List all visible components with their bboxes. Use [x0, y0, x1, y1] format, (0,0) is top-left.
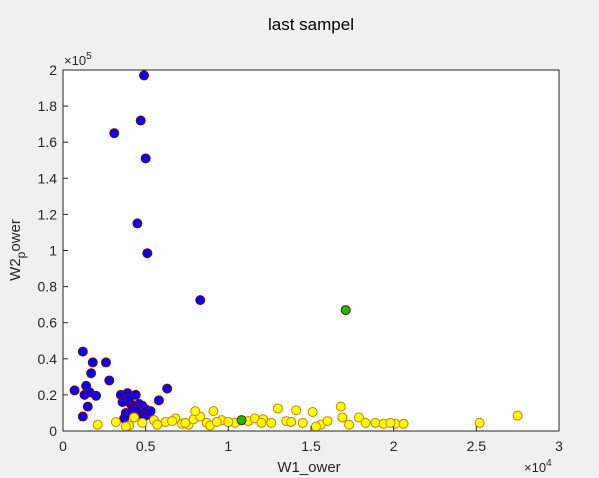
point-yellow [190, 406, 201, 417]
point-yellow [129, 412, 140, 423]
point-yellow [353, 412, 364, 423]
y-tick-label: 0.4 [38, 351, 58, 367]
x-tick-label: 2.5 [467, 438, 487, 454]
point-yellow [266, 417, 277, 428]
point-yellow [291, 405, 302, 416]
point-blue [82, 401, 93, 412]
point-yellow [385, 417, 396, 428]
point-yellow [398, 418, 409, 429]
point-yellow [208, 406, 219, 417]
point-yellow [152, 419, 163, 430]
y-tick-label: 1 [49, 243, 57, 259]
point-blue [145, 406, 156, 417]
point-yellow [307, 407, 318, 418]
x-multiplier-base: ×10 [524, 460, 546, 475]
point-blue [139, 70, 150, 81]
point-yellow [370, 417, 381, 428]
point-green [340, 305, 351, 316]
point-yellow [211, 416, 222, 427]
y-tick-label: 2 [49, 62, 57, 78]
point-blue [87, 357, 98, 368]
point-yellow [344, 419, 355, 430]
x-tick-label: 3 [555, 438, 563, 454]
point-yellow [337, 412, 348, 423]
x-tick-label: 1.5 [301, 438, 321, 454]
x-tick-label: 0 [59, 438, 67, 454]
y-multiplier: ×105 [64, 51, 92, 68]
x-tick-label: 1 [224, 438, 232, 454]
point-blue [77, 411, 88, 422]
chart-title: last sampel [268, 15, 354, 34]
y-axis-label-base: W2 [7, 258, 24, 281]
point-yellow [360, 417, 371, 428]
point-green [236, 415, 247, 426]
y-tick-label: 1.4 [38, 170, 58, 186]
point-yellow [223, 416, 234, 427]
point-yellow [92, 419, 103, 430]
point-blue [195, 295, 206, 306]
x-tick-label: 2 [390, 438, 398, 454]
y-multiplier-exp: 5 [86, 51, 92, 62]
points-layer [69, 70, 523, 432]
point-blue [162, 383, 173, 394]
point-blue [142, 248, 153, 259]
x-multiplier-exp: 4 [546, 458, 552, 469]
point-blue [104, 375, 115, 386]
y-tick-label: 1.2 [38, 206, 58, 222]
point-blue [100, 357, 111, 368]
point-yellow [110, 416, 121, 427]
point-yellow [256, 417, 267, 428]
y-tick-label: 1.8 [38, 98, 58, 114]
point-yellow [512, 410, 523, 421]
point-blue [86, 368, 97, 379]
point-yellow [474, 417, 485, 428]
point-blue [132, 218, 143, 229]
point-blue [109, 128, 120, 139]
y-axis-label-rest: ower [7, 219, 24, 252]
y-axis-label: W2power [7, 219, 28, 281]
y-axis: 0 0.2 0.4 0.6 0.8 1 1.2 1.4 1.6 1.8 2 [38, 62, 68, 439]
x-tick-label: 0.5 [136, 438, 156, 454]
point-yellow [335, 401, 346, 412]
point-blue [69, 385, 80, 396]
point-blue [153, 395, 164, 406]
x-axis: 0 0.5 1 1.5 2 2.5 3 [59, 426, 563, 454]
x-multiplier: ×104 [524, 458, 552, 475]
point-yellow [310, 421, 321, 432]
point-blue [84, 387, 95, 398]
y-multiplier-base: ×10 [64, 53, 86, 68]
point-blue [140, 153, 151, 164]
point-yellow [167, 416, 178, 427]
x-axis-label: W1_ower [277, 459, 340, 476]
point-yellow [137, 417, 148, 428]
y-tick-label: 0 [49, 423, 57, 439]
point-yellow [180, 417, 191, 428]
y-axis-label-sub: p [14, 251, 28, 258]
point-blue [135, 115, 146, 126]
point-yellow [120, 421, 131, 432]
point-yellow [322, 416, 333, 427]
y-tick-label: 0.2 [38, 387, 58, 403]
point-blue [124, 393, 135, 404]
y-tick-label: 0.8 [38, 279, 58, 295]
point-yellow [286, 416, 297, 427]
point-blue [77, 346, 88, 357]
y-tick-label: 1.6 [38, 134, 58, 150]
point-yellow [297, 417, 308, 428]
y-tick-label: 0.6 [38, 315, 58, 331]
point-yellow [272, 403, 283, 414]
